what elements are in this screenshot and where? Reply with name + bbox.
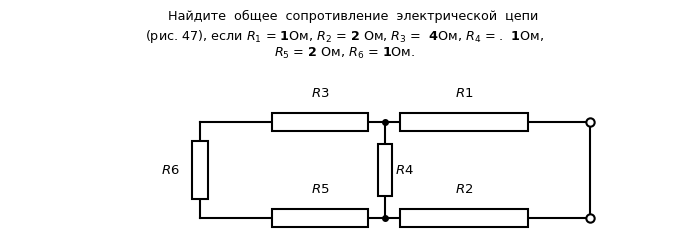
Bar [272, 113, 368, 131]
Text: $R1$: $R1$ [455, 87, 473, 100]
Bar [400, 209, 528, 227]
Text: $R5$: $R5$ [311, 183, 330, 196]
Bar [378, 144, 392, 197]
Text: $R6$: $R6$ [161, 164, 180, 176]
Bar [272, 209, 368, 227]
Text: $R3$: $R3$ [311, 87, 330, 100]
Bar [192, 141, 208, 199]
Text: $R4$: $R4$ [395, 164, 414, 176]
Text: $R2$: $R2$ [455, 183, 473, 196]
Text: $R_5$ = $\mathbf{2}$ Ом, $R_6$ = $\mathbf{1}$Ом.: $R_5$ = $\mathbf{2}$ Ом, $R_6$ = $\mathb… [274, 46, 416, 61]
Text: Найдите  общее  сопротивление  электрической  цепи: Найдите общее сопротивление электрическо… [152, 10, 538, 23]
Text: (рис. 47), если $R_1$ = $\mathbf{1}$Ом, $R_2$ = $\mathbf{2}$ Ом, $R_3$ =  $\math: (рис. 47), если $R_1$ = $\mathbf{1}$Ом, … [145, 28, 545, 45]
Bar [400, 113, 528, 131]
